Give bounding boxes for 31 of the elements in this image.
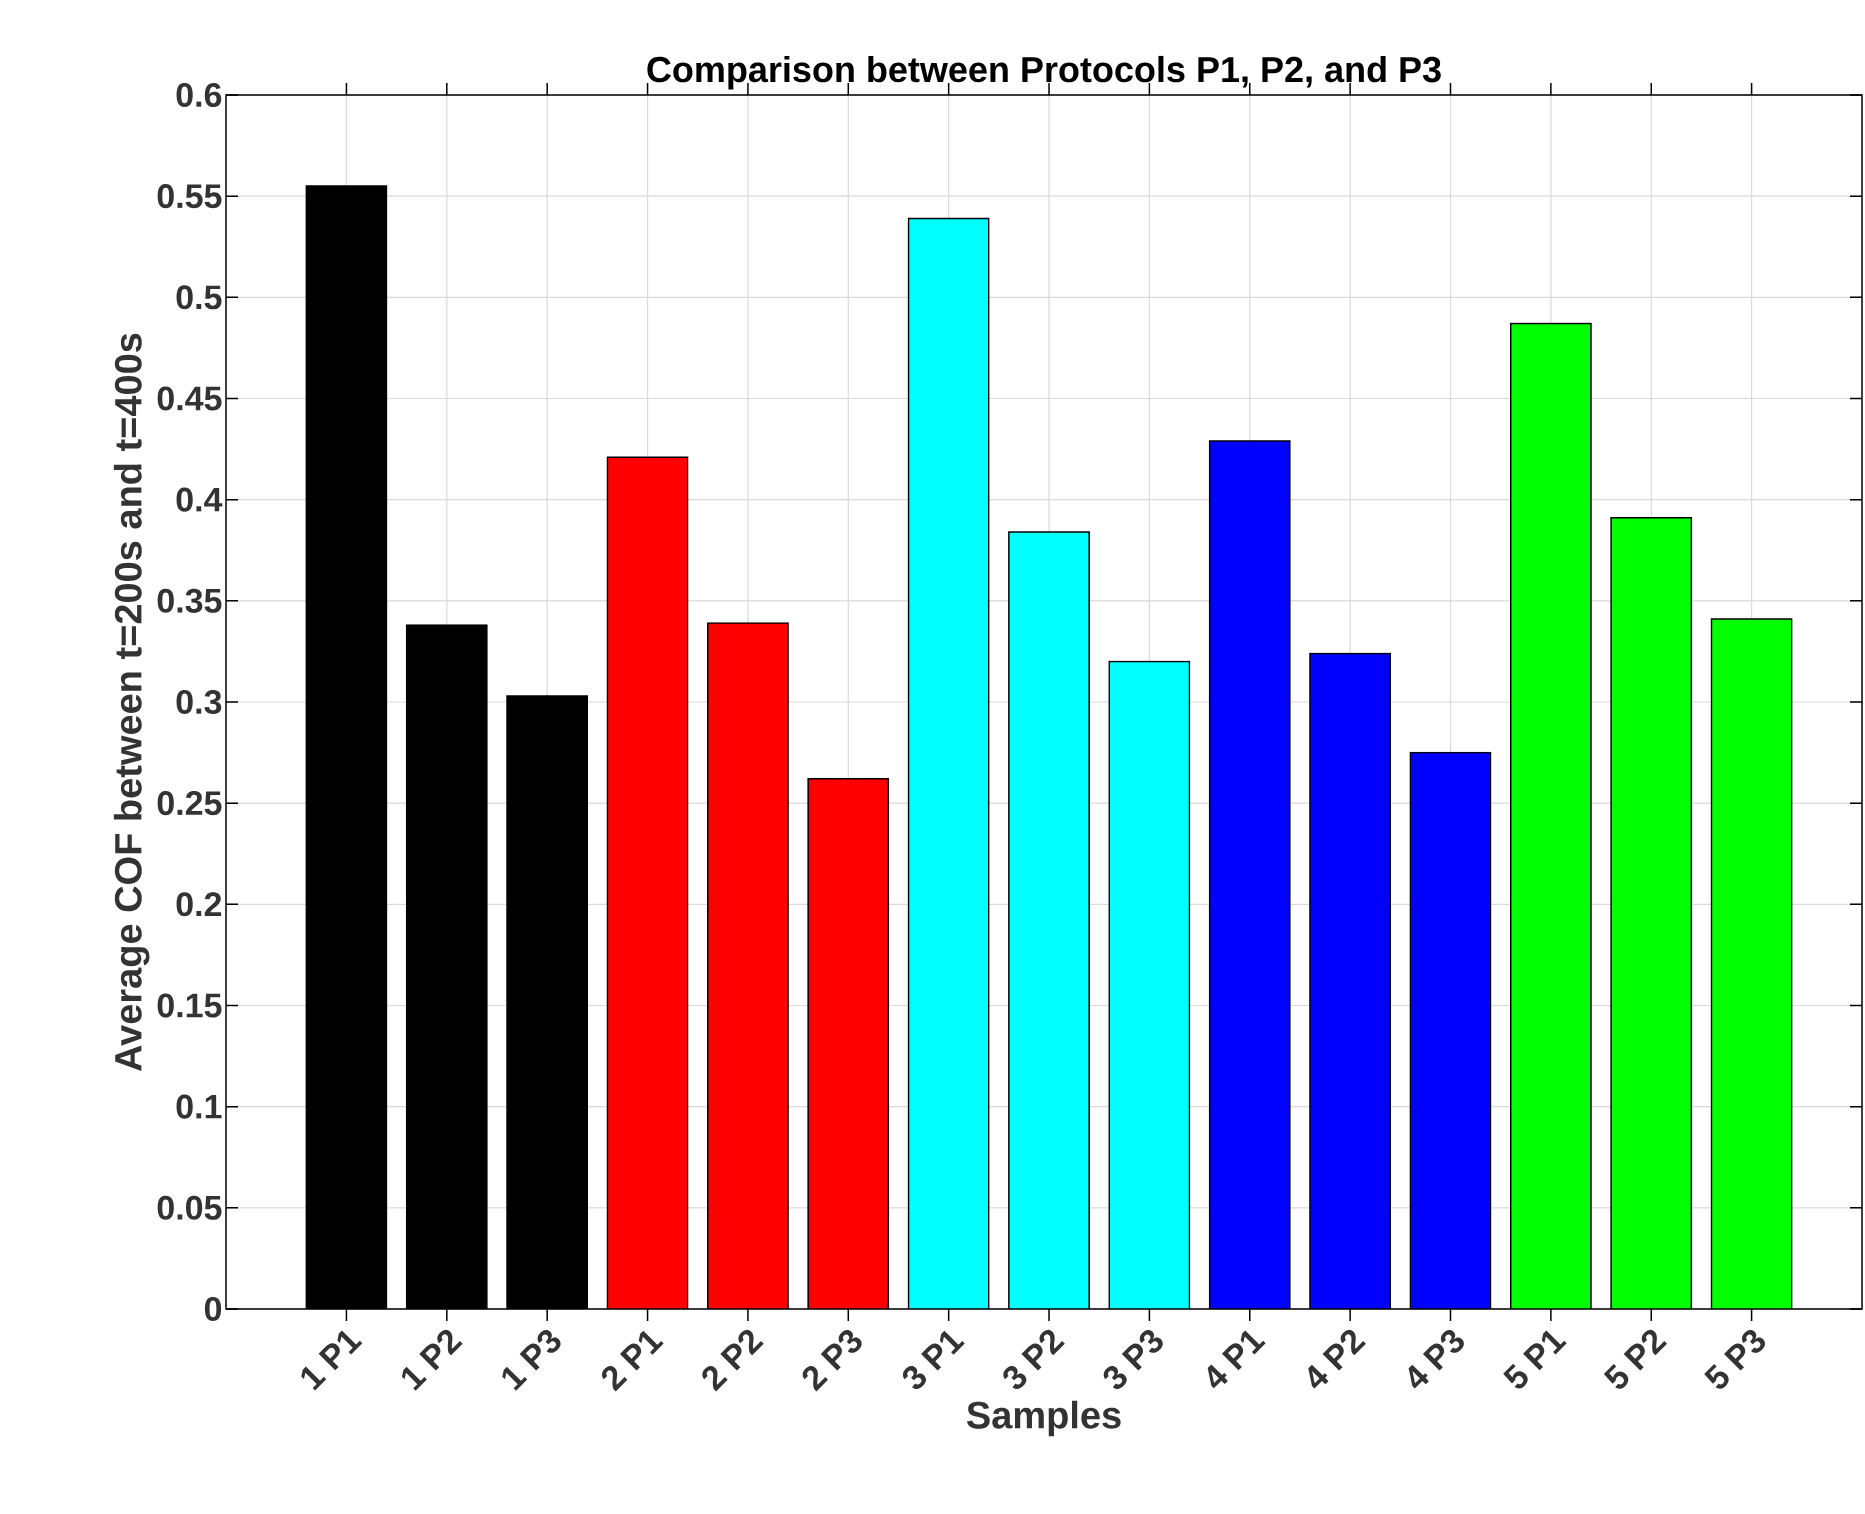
y-tick-label: 0.05 [157, 1195, 222, 1220]
x-tick-label: 1 P2 [401, 1329, 463, 1391]
x-tick-label: 4 P1 [1207, 1330, 1266, 1389]
x-tick-label: 1 P1 [301, 1330, 363, 1391]
x-tick-label: 4 P3 [1408, 1329, 1464, 1389]
y-tick-label: 0.1 [176, 1094, 222, 1119]
y-axis-title: Average COF between t=200s and t=400s [113, 333, 150, 1072]
x-tick-label: 5 P2 [1603, 1329, 1668, 1389]
y-tick-label: 0.15 [157, 993, 222, 1018]
x-tick-label: 1 P3 [502, 1329, 561, 1391]
x-tick-label: 2 P1 [601, 1330, 664, 1392]
x-tick-label: 3 P3 [1103, 1329, 1163, 1389]
x-tick-label: 2 P2 [702, 1329, 764, 1392]
x-tick-label: 5 P1 [1503, 1330, 1567, 1389]
y-tick-label: 0 [204, 1296, 222, 1322]
y-tick-label: 0.5 [176, 285, 222, 310]
y-tick-label: 0.55 [157, 184, 222, 209]
y-tick-label: 0.2 [176, 892, 222, 917]
x-tick-label: 2 P3 [802, 1329, 862, 1392]
chart-title: Comparison between Protocols P1, P2, and P3 [647, 55, 1441, 90]
x-tick-label: 5 P3 [1704, 1329, 1765, 1389]
y-tick-label: 0.35 [157, 588, 222, 613]
y-tick-label: 0.45 [157, 386, 222, 411]
y-tick-label: 0.3 [176, 689, 222, 715]
x-axis-title: Samples [966, 1400, 1121, 1437]
y-tick-label: 0.4 [176, 487, 223, 512]
y-tick-label: 0.6 [176, 82, 222, 108]
x-tick-label: 4 P2 [1308, 1329, 1366, 1389]
x-tick-label: 3 P1 [902, 1330, 965, 1389]
y-tick-label: 0.25 [157, 791, 222, 816]
x-tick-label: 3 P2 [1003, 1329, 1065, 1389]
